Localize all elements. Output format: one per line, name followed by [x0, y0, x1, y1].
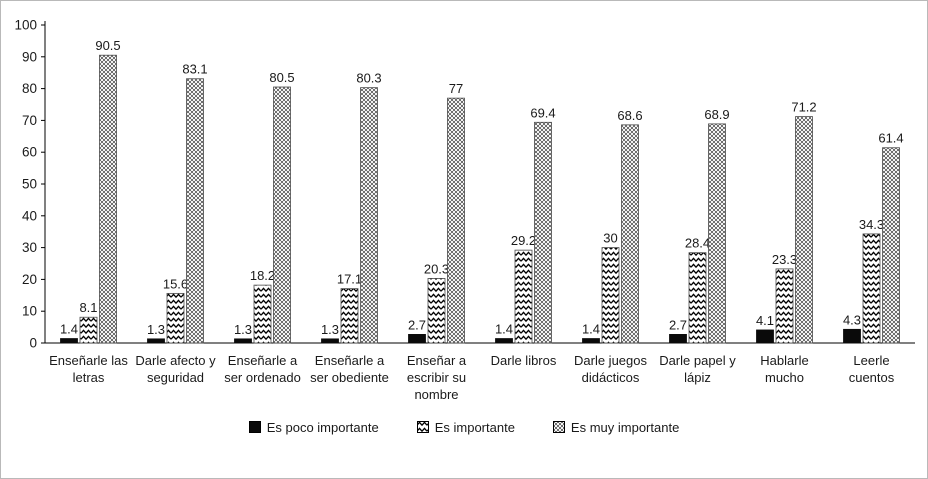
bar: [273, 86, 291, 344]
bar-value-label: 15.6: [163, 276, 188, 291]
y-tick-label: 30: [22, 240, 37, 255]
bar: [79, 316, 98, 344]
bar: [99, 54, 117, 344]
bar: [408, 334, 426, 344]
bar-value-label: 29.2: [511, 233, 536, 248]
bar-value-label: 28.4: [685, 236, 710, 251]
legend-item-importante: Es importante: [416, 419, 515, 435]
y-tick-label: 10: [22, 304, 37, 319]
bar: [514, 249, 533, 344]
bar-value-label: 61.4: [878, 131, 903, 146]
bar-value-label: 34.3: [859, 217, 884, 232]
bar: [234, 338, 252, 344]
bar-value-label: 1.4: [60, 322, 78, 337]
bar: [708, 123, 726, 344]
y-tick-label: 70: [22, 113, 37, 128]
bar: [862, 233, 881, 344]
bar: [795, 116, 813, 344]
y-tick-label: 50: [22, 177, 37, 192]
bar-value-label: 80.3: [356, 71, 381, 86]
bar-value-label: 80.5: [269, 70, 294, 85]
x-axis-label: Darle papel y lápiz: [659, 353, 736, 385]
legend-swatch-checker-icon: [552, 421, 565, 434]
x-axis-label: Leerle cuentos: [848, 353, 895, 385]
bar: [495, 338, 513, 344]
bar: [669, 334, 687, 344]
bar: [882, 147, 900, 344]
bar-value-label: 23.3: [772, 252, 797, 267]
legend-label-importante: Es importante: [434, 419, 515, 435]
x-axis-label: Enseñarle a ser obediente: [310, 353, 389, 385]
x-axis-label: Enseñarle las letras: [49, 353, 128, 385]
bars: 1.48.190.51.315.683.11.318.280.51.317.18…: [60, 38, 904, 344]
bar-value-label: 1.3: [321, 322, 339, 337]
x-axis-label: Hablarle mucho: [760, 353, 809, 385]
legend-item-muy-importante: Es muy importante: [552, 419, 680, 435]
bar: [166, 292, 185, 344]
bar-value-label: 2.7: [669, 317, 687, 332]
x-axis-labels: Enseñarle las letras Darle afecto y segur…: [45, 353, 915, 404]
bar-value-label: 4.1: [756, 313, 774, 328]
bar: [843, 328, 861, 344]
bar-value-label: 1.4: [582, 322, 600, 337]
y-tick-label: 20: [22, 272, 37, 287]
bar-value-label: 1.3: [234, 322, 252, 337]
bar-value-label: 68.9: [704, 107, 729, 122]
bar: [60, 338, 78, 344]
bar-value-label: 18.2: [250, 268, 275, 283]
legend-swatch-zigzag-icon: [416, 421, 429, 434]
y-tick-label: 80: [22, 81, 37, 96]
bar-value-label: 90.5: [95, 38, 120, 53]
bar-value-label: 68.6: [617, 108, 642, 123]
bar-value-label: 83.1: [182, 62, 207, 77]
y-tick-label: 100: [14, 18, 37, 33]
bar-value-label: 1.4: [495, 322, 513, 337]
bar: [621, 124, 639, 344]
y-tick-label: 90: [22, 49, 37, 64]
legend-label-poco-importante: Es poco importante: [266, 419, 379, 435]
y-tick-label: 0: [29, 336, 37, 351]
legend-swatch-solid-icon: [248, 421, 261, 434]
bar: [688, 252, 707, 344]
bar: [147, 338, 165, 344]
x-axis-label: Enseñar a escribir su nombre: [406, 353, 467, 402]
x-axis-label: Darle afecto y seguridad: [135, 353, 216, 385]
legend-label-muy-importante: Es muy importante: [570, 419, 680, 435]
bar: [534, 121, 552, 344]
bar: [321, 338, 339, 344]
bar-value-label: 2.7: [408, 317, 426, 332]
y-tick-label: 40: [22, 208, 37, 223]
bar: [360, 87, 378, 344]
legend: Es poco importante Es importante Es muy …: [1, 420, 927, 435]
bar: [775, 268, 794, 344]
x-axis-label: Darle juegos didácticos: [574, 353, 647, 385]
bar: [340, 288, 359, 344]
bar-value-label: 17.1: [337, 272, 362, 287]
bar: [427, 278, 446, 344]
bar-value-label: 20.3: [424, 261, 449, 276]
x-axis-label: Enseñarle a ser ordenado: [224, 353, 301, 385]
bar-value-label: 8.1: [79, 300, 97, 315]
y-tick-label: 60: [22, 145, 37, 160]
bar-value-label: 69.4: [530, 105, 555, 120]
bar: [186, 78, 204, 344]
bar-value-label: 71.2: [791, 100, 816, 115]
bar: [601, 247, 620, 344]
bar-value-label: 1.3: [147, 322, 165, 337]
bar: [756, 329, 774, 344]
bar: [253, 284, 272, 344]
legend-item-poco-importante: Es poco importante: [248, 419, 379, 435]
bar: [582, 338, 600, 344]
x-axis-label: Darle libros: [490, 353, 557, 368]
bar: [447, 97, 465, 344]
bar-value-label: 77: [449, 81, 463, 96]
bar-value-label: 4.3: [843, 312, 861, 327]
bar-value-label: 30: [603, 231, 617, 246]
